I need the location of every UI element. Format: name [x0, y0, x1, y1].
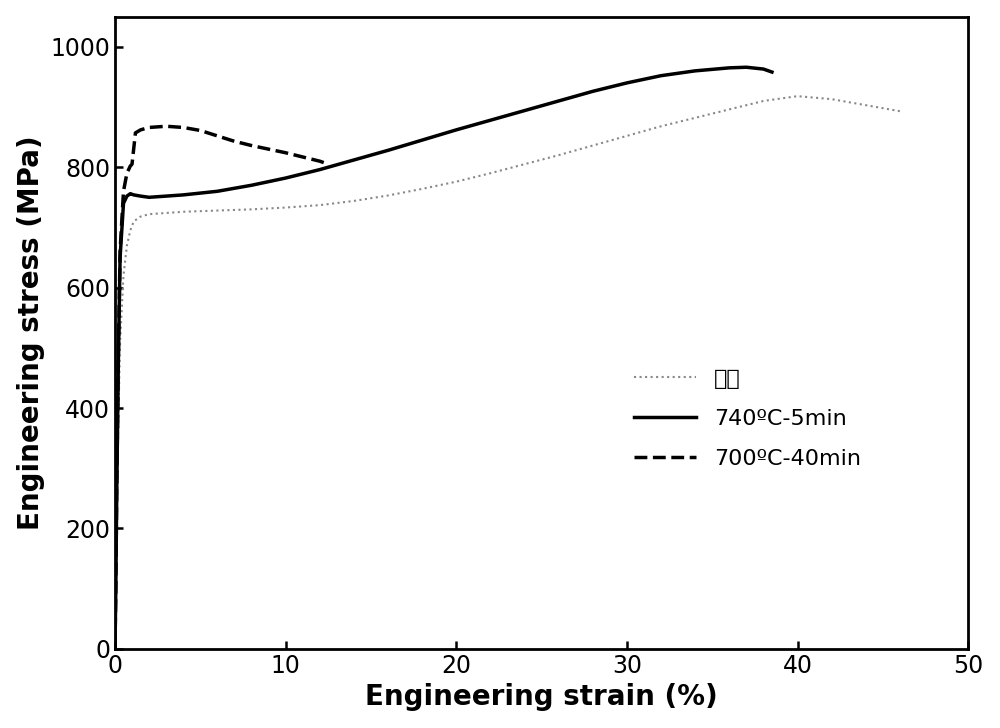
原始	[177, 207, 189, 216]
Line: 700ºC-40min: 700ºC-40min	[115, 126, 328, 649]
700ºC-40min	[121, 169, 133, 178]
原始	[109, 644, 121, 653]
原始	[124, 226, 136, 235]
740ºC-5min	[621, 79, 633, 87]
原始	[245, 205, 257, 214]
740ºC-5min	[245, 181, 257, 189]
700ºC-40min	[129, 129, 141, 138]
740ºC-5min	[111, 494, 123, 503]
700ºC-40min	[211, 132, 223, 141]
Y-axis label: Engineering stress (MPa): Engineering stress (MPa)	[17, 135, 45, 530]
700ºC-40min	[126, 160, 138, 169]
原始	[894, 107, 906, 116]
原始	[110, 596, 122, 605]
原始	[280, 203, 292, 212]
740ºC-5min	[114, 253, 126, 262]
740ºC-5min	[382, 146, 394, 155]
原始	[128, 217, 140, 226]
740ºC-5min	[280, 174, 292, 183]
原始	[826, 95, 838, 103]
700ºC-40min	[111, 488, 123, 496]
740ºC-5min	[143, 193, 155, 202]
700ºC-40min	[109, 644, 121, 653]
Legend: 原始, 740ºC-5min, 700ºC-40min: 原始, 740ºC-5min, 700ºC-40min	[623, 357, 872, 480]
740ºC-5min	[109, 644, 121, 653]
原始	[211, 206, 223, 215]
740ºC-5min	[124, 189, 136, 198]
740ºC-5min	[484, 116, 496, 124]
原始	[484, 169, 496, 178]
740ºC-5min	[112, 355, 124, 364]
700ºC-40min	[280, 149, 292, 157]
原始	[112, 416, 124, 424]
700ºC-40min	[112, 349, 124, 358]
原始	[655, 122, 667, 130]
700ºC-40min	[263, 145, 275, 154]
700ºC-40min	[177, 123, 189, 132]
740ºC-5min	[348, 156, 360, 165]
原始	[723, 105, 735, 114]
700ºC-40min	[297, 153, 309, 162]
740ºC-5min	[126, 190, 138, 199]
原始	[114, 338, 126, 347]
740ºC-5min	[211, 187, 223, 196]
700ºC-40min	[322, 160, 334, 169]
740ºC-5min	[757, 65, 769, 74]
700ºC-40min	[160, 122, 172, 130]
原始	[117, 272, 129, 280]
原始	[416, 184, 428, 193]
740ºC-5min	[740, 63, 752, 71]
740ºC-5min	[314, 165, 326, 174]
700ºC-40min	[245, 141, 257, 150]
740ºC-5min	[135, 191, 147, 200]
700ºC-40min	[143, 123, 155, 132]
700ºC-40min	[135, 125, 147, 134]
Line: 原始: 原始	[115, 96, 900, 649]
X-axis label: Engineering strain (%): Engineering strain (%)	[365, 684, 718, 711]
700ºC-40min	[114, 247, 126, 256]
740ºC-5min	[723, 63, 735, 72]
原始	[382, 191, 394, 200]
740ºC-5min	[177, 191, 189, 199]
原始	[757, 97, 769, 106]
Line: 740ºC-5min: 740ºC-5min	[115, 67, 772, 649]
原始	[860, 100, 872, 109]
700ºC-40min	[117, 187, 129, 196]
原始	[143, 210, 155, 218]
740ºC-5min	[450, 125, 462, 134]
原始	[314, 201, 326, 210]
原始	[121, 241, 133, 250]
740ºC-5min	[121, 191, 133, 200]
原始	[553, 151, 565, 159]
原始	[519, 160, 531, 169]
740ºC-5min	[128, 191, 140, 199]
740ºC-5min	[587, 87, 599, 95]
740ºC-5min	[689, 66, 701, 75]
700ºC-40min	[194, 126, 206, 135]
740ºC-5min	[655, 71, 667, 80]
700ºC-40min	[228, 137, 240, 146]
原始	[587, 141, 599, 150]
700ºC-40min	[314, 157, 326, 165]
740ºC-5min	[553, 97, 565, 106]
740ºC-5min	[416, 135, 428, 144]
700ºC-40min	[124, 162, 136, 170]
740ºC-5min	[117, 199, 129, 207]
740ºC-5min	[766, 68, 778, 76]
原始	[348, 197, 360, 205]
原始	[689, 114, 701, 122]
700ºC-40min	[110, 585, 122, 593]
740ºC-5min	[519, 106, 531, 115]
原始	[792, 92, 804, 100]
原始	[621, 132, 633, 141]
原始	[450, 178, 462, 186]
原始	[111, 524, 123, 533]
740ºC-5min	[110, 585, 122, 593]
原始	[135, 212, 147, 221]
